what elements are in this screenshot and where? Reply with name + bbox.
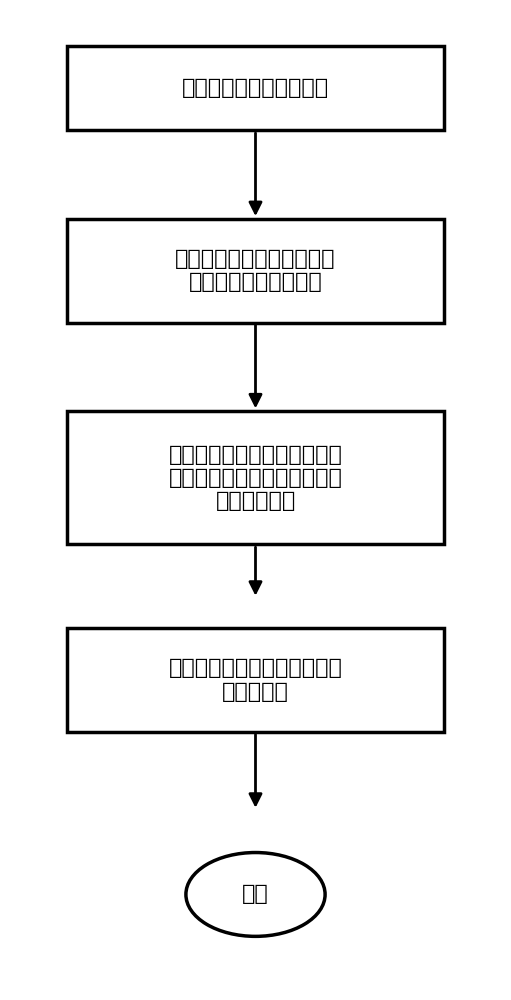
FancyBboxPatch shape [66,628,445,732]
FancyBboxPatch shape [66,46,445,130]
FancyBboxPatch shape [66,219,445,322]
FancyBboxPatch shape [66,411,445,544]
Text: 标准符合性评价光伏电站低电
压穿越性能: 标准符合性评价光伏电站低电 压穿越性能 [169,658,342,702]
Ellipse shape [186,853,325,936]
Text: 结束: 结束 [242,884,269,904]
Text: 建立光伏逆变器单机模型: 建立光伏逆变器单机模型 [182,78,329,98]
Text: 以实际电站电气结构为基础，
建立光伏电站模型，涵盖所有
型号单机模型: 以实际电站电气结构为基础， 建立光伏电站模型，涵盖所有 型号单机模型 [169,445,342,511]
Text: 结合单机实测数据与仿真数
据，开展单机模型验证: 结合单机实测数据与仿真数 据，开展单机模型验证 [175,249,336,292]
